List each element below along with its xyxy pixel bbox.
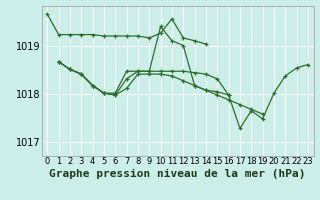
X-axis label: Graphe pression niveau de la mer (hPa): Graphe pression niveau de la mer (hPa) [49,169,306,179]
